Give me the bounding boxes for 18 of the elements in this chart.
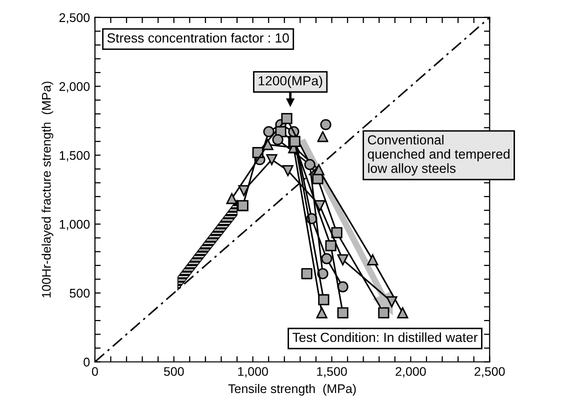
y-tick-label: 2,500 [59,13,90,24]
annotation: Stress concentration factor : 10 [107,32,289,43]
annotation: 1200(MPa) [258,76,322,88]
x-axis-title: Tensile strength (MPa) [228,384,356,396]
x-tick-label: 2,000 [396,367,426,378]
x-tick-label: 500 [164,367,184,376]
y-axis-title: 100Hr-delayed fracture strength (MPa) [42,82,54,298]
y-tick-label: 1,500 [60,151,90,162]
x-tick-label: 1,500 [317,367,347,378]
x-tick-label: 1,000 [238,367,268,378]
y-tick-label: 2,000 [59,82,90,92]
y-tick-label: 1,000 [60,220,90,230]
x-tick-label: 2,500 [474,367,505,378]
y-tick-label: 0 [84,358,90,367]
annotation: Test Condition: In distilled water [292,332,478,342]
x-tick-label: 0 [92,367,98,376]
y-tick-label: 500 [70,288,90,298]
annotation: Conventional quenched and tempered low alloy steels [368,134,510,176]
